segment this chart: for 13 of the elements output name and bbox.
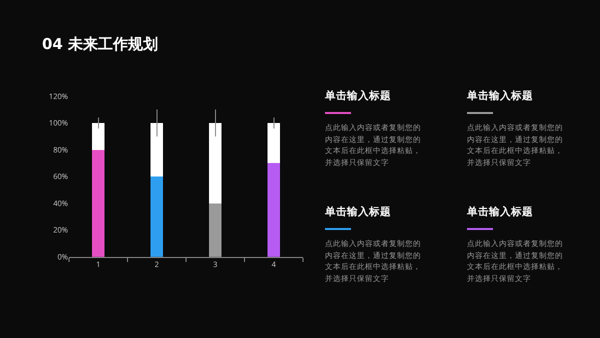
- bar: [150, 176, 164, 257]
- bar: [208, 203, 222, 257]
- text: 单击输入标题: [467, 89, 534, 103]
- text: 单击输入标题: [467, 205, 534, 219]
- bar: [267, 163, 280, 257]
- bar: [92, 150, 105, 257]
- chart-title: 04 未来工作规划: [42, 35, 158, 54]
- bar: [92, 123, 105, 150]
- bar: [150, 123, 164, 177]
- text: 单击输入标题: [325, 89, 392, 103]
- bar: [208, 123, 222, 204]
- bar: [267, 123, 280, 164]
- text: 单击输入标题: [325, 205, 392, 219]
